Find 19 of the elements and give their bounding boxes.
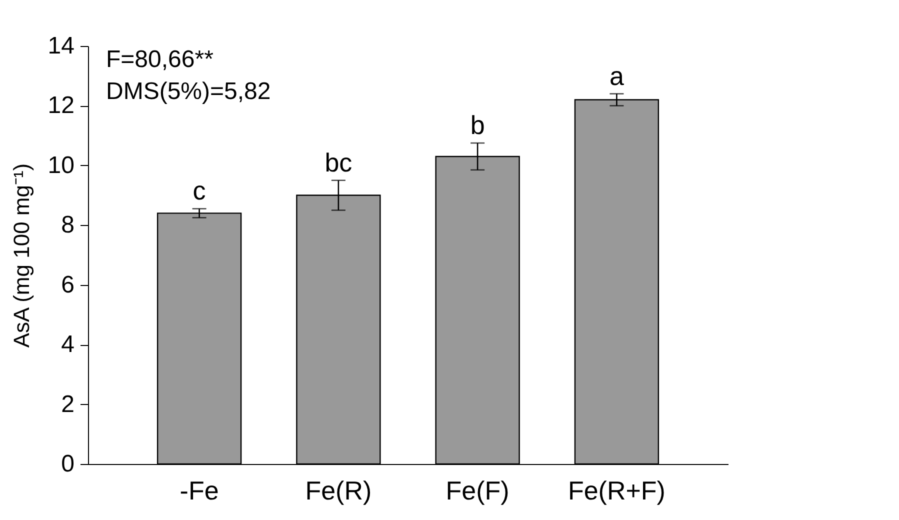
y-tick-label: 8 xyxy=(61,212,74,239)
y-tick-label: 14 xyxy=(48,32,74,60)
y-tick-label: 4 xyxy=(61,331,74,358)
y-tick-label: 0 xyxy=(61,450,74,478)
annotation: a xyxy=(609,60,624,91)
x-tick-label: Fe(F) xyxy=(446,476,510,506)
y-tick-label: 12 xyxy=(48,92,74,120)
x-tick-label: Fe(R) xyxy=(305,476,372,506)
annotation: b xyxy=(470,110,485,140)
y-tick-label: 10 xyxy=(48,152,74,179)
y-tick-label: 6 xyxy=(61,271,74,298)
annotation: bc xyxy=(324,147,352,178)
annotation: c xyxy=(192,176,206,206)
y-tick-label: 2 xyxy=(61,390,74,418)
annotation: F=80,66** xyxy=(106,46,214,73)
annotation: DMS(5%)=5,82 xyxy=(106,78,271,105)
y-axis-title: AsA (mg 100 mg⁻¹) xyxy=(8,163,34,348)
x-tick-label: Fe(R+F) xyxy=(568,476,666,506)
x-tick-label: -Fe xyxy=(180,476,219,506)
